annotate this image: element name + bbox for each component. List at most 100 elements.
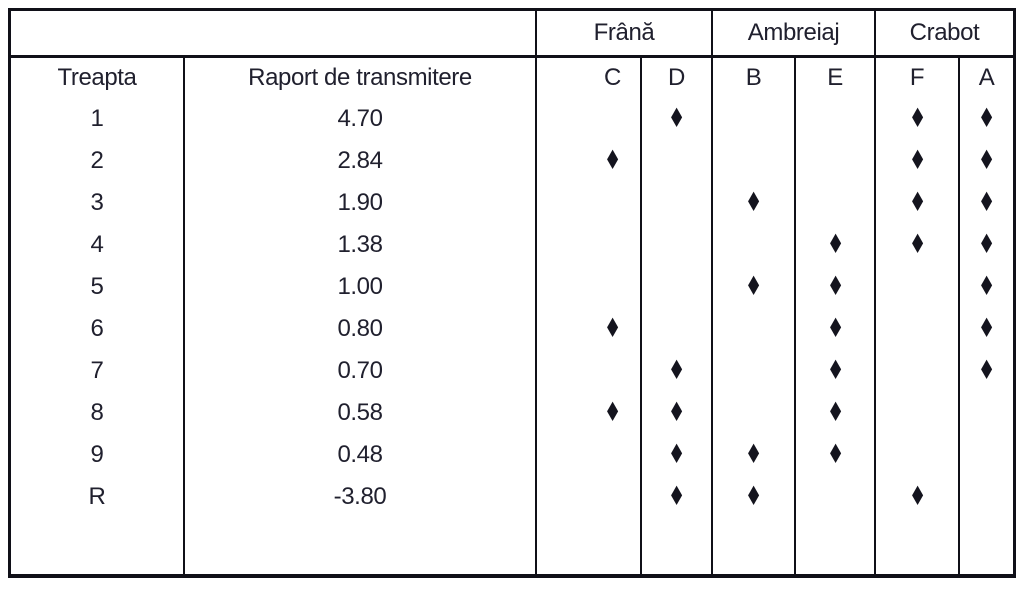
- ratio-cell: 1.38: [185, 224, 537, 266]
- column-header-B: B: [713, 58, 796, 98]
- mark-cell-D: [642, 224, 713, 266]
- mark-cell-E: [796, 182, 876, 224]
- mark-cell-D: ♦: [642, 350, 713, 392]
- diamond-marker: ♦: [667, 481, 686, 513]
- diamond-marker: ♦: [826, 229, 844, 261]
- mark-cell-F: [876, 350, 960, 392]
- column-header-C-label: C: [604, 64, 621, 91]
- mark-cell-E: ♦: [796, 308, 876, 350]
- mark-cell-D: [642, 308, 713, 350]
- mark-cell-B: ♦: [713, 476, 796, 518]
- column-header-E-label: E: [827, 64, 843, 91]
- gear-cell: 6: [11, 308, 185, 350]
- diamond-marker: ♦: [744, 481, 763, 513]
- gear-cell: 5: [11, 266, 185, 308]
- empty-cell: [11, 518, 185, 574]
- mark-cell-F: ♦: [876, 98, 960, 140]
- mark-cell-C: [537, 182, 642, 224]
- ratio-cell: -3.80: [185, 476, 537, 518]
- diamond-marker: ♦: [977, 271, 996, 303]
- column-header-A-label: A: [978, 64, 995, 91]
- mark-cell-F: [876, 266, 960, 308]
- mark-cell-A: ♦: [960, 308, 1013, 350]
- empty-cell: [185, 518, 537, 574]
- ratio-cell: 1.00: [185, 266, 537, 308]
- empty-cell: [796, 518, 876, 574]
- mark-cell-D: [642, 182, 713, 224]
- gear-ratio-table: Frână Ambreiaj Crabot Treapta Raport de …: [8, 8, 1016, 578]
- mark-cell-C: [537, 350, 642, 392]
- column-header-D-label: D: [668, 64, 685, 91]
- mark-cell-B: [713, 392, 796, 434]
- column-header-C: C: [537, 58, 642, 98]
- diamond-marker: ♦: [826, 355, 844, 387]
- gear-cell: 3: [11, 182, 185, 224]
- diamond-marker: ♦: [744, 271, 763, 303]
- mark-cell-D: ♦: [642, 392, 713, 434]
- group-header-ambreiaj: Ambreiaj: [713, 11, 876, 58]
- group-header-ambreiaj-label: Ambreiaj: [747, 19, 840, 46]
- gear-cell: 4: [11, 224, 185, 266]
- mark-cell-F: [876, 308, 960, 350]
- mark-cell-F: ♦: [876, 140, 960, 182]
- mark-cell-F: [876, 434, 960, 476]
- diamond-marker: ♦: [908, 103, 926, 135]
- mark-cell-E: ♦: [796, 434, 876, 476]
- ratio-cell: 4.70: [185, 98, 537, 140]
- mark-cell-F: ♦: [876, 476, 960, 518]
- diamond-marker: ♦: [667, 355, 686, 387]
- gear-cell: 8: [11, 392, 185, 434]
- mark-cell-D: [642, 140, 713, 182]
- mark-cell-C: [537, 476, 642, 518]
- mark-cell-A: ♦: [960, 182, 1013, 224]
- diamond-marker: ♦: [826, 271, 844, 303]
- diamond-marker: ♦: [826, 439, 844, 471]
- mark-cell-D: ♦: [642, 476, 713, 518]
- gear-cell: 9: [11, 434, 185, 476]
- column-header-B-label: B: [745, 64, 762, 91]
- diamond-marker: ♦: [744, 439, 763, 471]
- mark-cell-A: [960, 434, 1013, 476]
- mark-cell-B: [713, 308, 796, 350]
- mark-cell-D: ♦: [642, 98, 713, 140]
- mark-cell-D: ♦: [642, 434, 713, 476]
- mark-cell-C: [537, 434, 642, 476]
- diamond-marker: ♦: [977, 103, 996, 135]
- diamond-marker: ♦: [908, 145, 926, 177]
- mark-cell-B: [713, 224, 796, 266]
- group-header-crabot-label: Crabot: [909, 19, 980, 46]
- mark-cell-F: [876, 392, 960, 434]
- ratio-cell: 0.58: [185, 392, 537, 434]
- mark-cell-B: [713, 350, 796, 392]
- mark-cell-C: [537, 224, 642, 266]
- group-header-crabot: Crabot: [876, 11, 1013, 58]
- mark-cell-B: ♦: [713, 182, 796, 224]
- mark-cell-E: ♦: [796, 350, 876, 392]
- diamond-marker: ♦: [667, 397, 686, 429]
- diamond-marker: ♦: [977, 355, 996, 387]
- diamond-marker: ♦: [667, 439, 686, 471]
- diamond-marker: ♦: [908, 187, 926, 219]
- diamond-marker: ♦: [977, 313, 996, 345]
- ratio-cell: 0.80: [185, 308, 537, 350]
- group-header-frana-label: Frână: [593, 19, 655, 46]
- mark-cell-A: ♦: [960, 224, 1013, 266]
- mark-cell-B: [713, 140, 796, 182]
- gear-cell: 1: [11, 98, 185, 140]
- gear-cell: 2: [11, 140, 185, 182]
- diamond-marker: ♦: [603, 313, 622, 345]
- mark-cell-C: ♦: [537, 140, 642, 182]
- mark-cell-E: ♦: [796, 266, 876, 308]
- empty-cell: [537, 518, 642, 574]
- ratio-cell: 0.48: [185, 434, 537, 476]
- empty-cell: [876, 518, 960, 574]
- column-header-treapta-label: Treapta: [57, 64, 137, 91]
- mark-cell-A: [960, 392, 1013, 434]
- mark-cell-A: ♦: [960, 98, 1013, 140]
- ratio-cell: 1.90: [185, 182, 537, 224]
- mark-cell-E: ♦: [796, 224, 876, 266]
- diamond-marker: ♦: [603, 397, 622, 429]
- diamond-marker: ♦: [603, 145, 622, 177]
- mark-cell-B: [713, 98, 796, 140]
- diamond-marker: ♦: [977, 229, 996, 261]
